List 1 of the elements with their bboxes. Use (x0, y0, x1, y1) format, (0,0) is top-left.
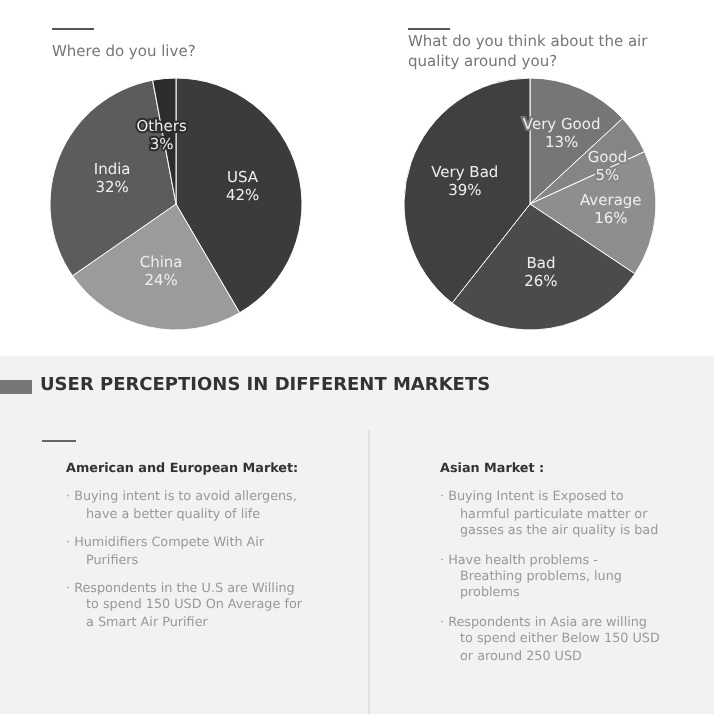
text: USER PERCEPTIONS IN DIFFERENT MARKETS (40, 376, 491, 396)
